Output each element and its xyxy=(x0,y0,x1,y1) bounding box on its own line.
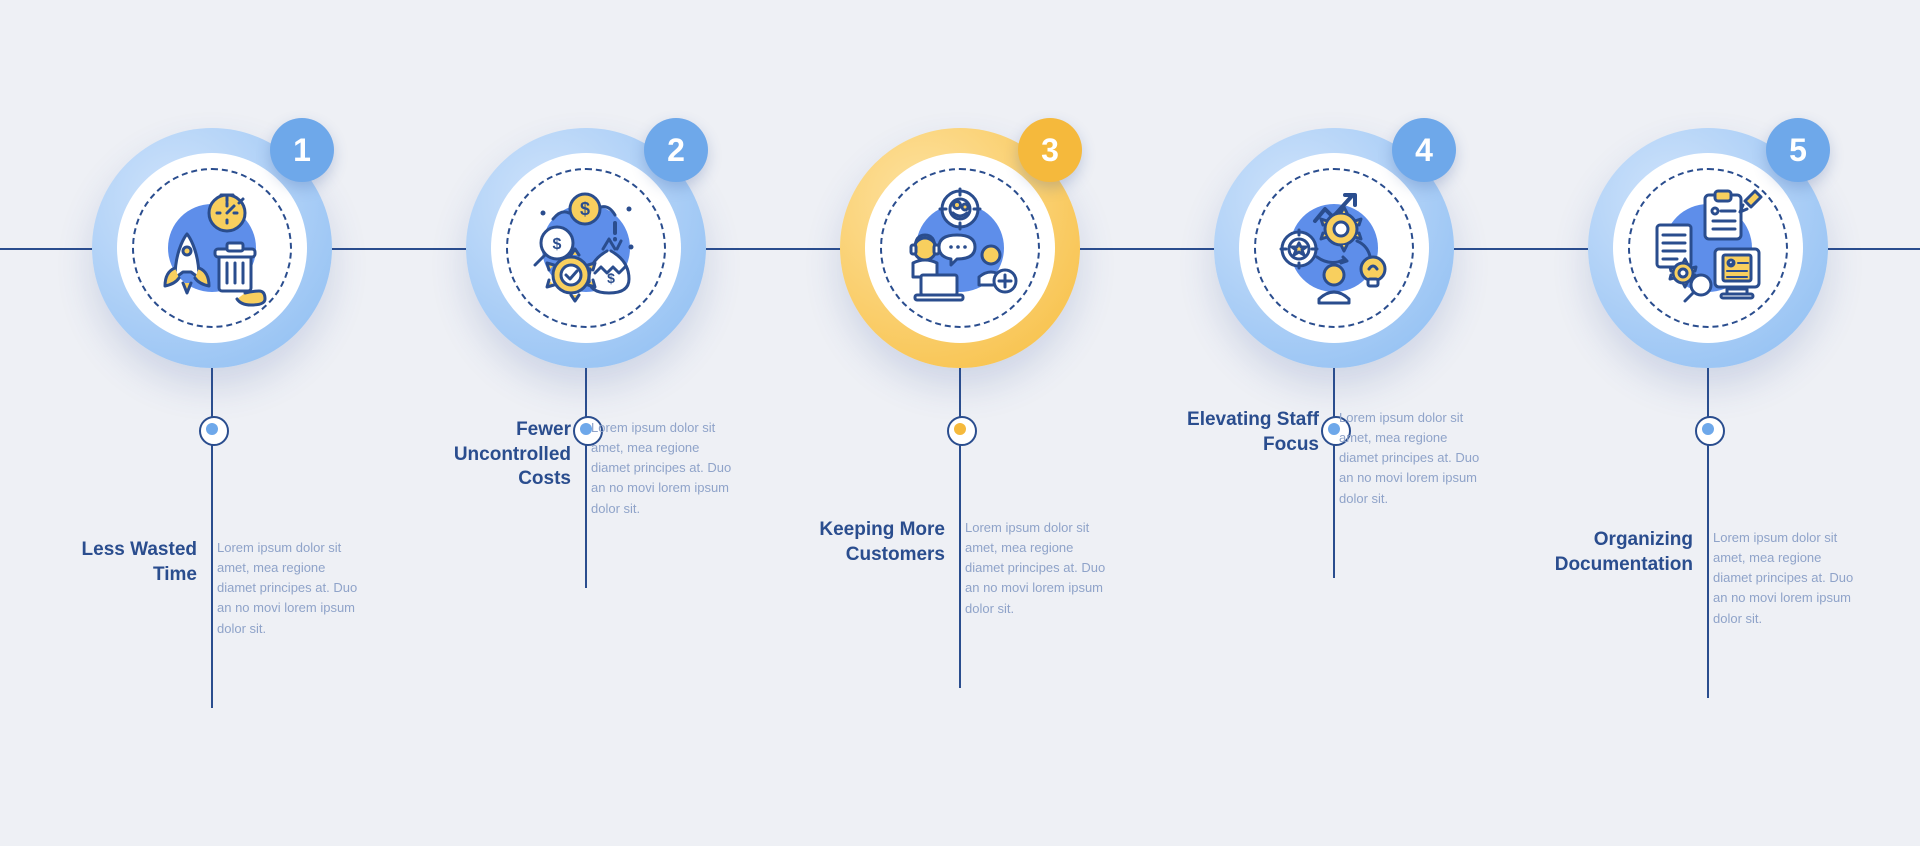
step-circle: 4 xyxy=(1214,128,1454,368)
step-text: Keeping More CustomersLorem ipsum dolor … xyxy=(805,518,1115,619)
step-circle: 3 xyxy=(840,128,1080,368)
step-number-badge: 2 xyxy=(644,118,708,182)
step-5: 5 Organizing DocumentationLorem ipsum dol… xyxy=(1553,128,1863,708)
step-circle-inner xyxy=(117,153,307,343)
connector-dot xyxy=(1702,423,1714,435)
step-title: Keeping More Customers xyxy=(805,518,945,619)
step-circle-inner xyxy=(1613,153,1803,343)
documentation-icon-wrap xyxy=(1643,183,1773,313)
connector-dot xyxy=(954,423,966,435)
step-body: Lorem ipsum dolor sit amet, mea regione … xyxy=(1339,408,1489,509)
step-2: $ $ $ 2 Fewer Uncontrolled CostsLorem ips… xyxy=(431,128,741,708)
step-circle: $ $ $ 2 xyxy=(466,128,706,368)
time-rocket-icon xyxy=(147,183,277,313)
step-1: 1 Less Wasted TimeLorem ipsum dolor sit a… xyxy=(57,128,367,708)
time-rocket-icon-wrap xyxy=(147,183,277,313)
costs-icon: $ $ $ xyxy=(521,183,651,313)
steps-row: 1Less Wasted TimeLorem ipsum dolor sit a… xyxy=(0,128,1920,708)
step-text: Elevating Staff FocusLorem ipsum dolor s… xyxy=(1179,408,1489,509)
step-number-badge: 5 xyxy=(1766,118,1830,182)
connector-dot xyxy=(206,423,218,435)
step-text: Organizing DocumentationLorem ipsum dolo… xyxy=(1553,528,1863,629)
step-3: 3 Keeping More CustomersLorem ipsum dolor… xyxy=(805,128,1115,708)
step-circle-inner: $ $ $ xyxy=(491,153,681,343)
customers-icon xyxy=(895,183,1025,313)
step-title: Fewer Uncontrolled Costs xyxy=(431,418,571,519)
costs-icon-wrap: $ $ $ xyxy=(521,183,651,313)
svg-text:$: $ xyxy=(553,236,562,253)
step-body: Lorem ipsum dolor sit amet, mea regione … xyxy=(965,518,1115,619)
step-number-badge: 4 xyxy=(1392,118,1456,182)
svg-text:$: $ xyxy=(607,270,615,286)
step-title: Less Wasted Time xyxy=(57,538,197,639)
staff-focus-icon xyxy=(1269,183,1399,313)
step-body: Lorem ipsum dolor sit amet, mea regione … xyxy=(591,418,741,519)
step-circle-inner xyxy=(865,153,1055,343)
step-body: Lorem ipsum dolor sit amet, mea regione … xyxy=(217,538,367,639)
staff-focus-icon-wrap xyxy=(1269,183,1399,313)
documentation-icon xyxy=(1643,183,1773,313)
step-title: Elevating Staff Focus xyxy=(1179,408,1319,509)
step-circle: 5 xyxy=(1588,128,1828,368)
svg-text:$: $ xyxy=(580,199,590,219)
step-text: Fewer Uncontrolled CostsLorem ipsum dolo… xyxy=(431,418,741,519)
step-title: Organizing Documentation xyxy=(1553,528,1693,629)
step-body: Lorem ipsum dolor sit amet, mea regione … xyxy=(1713,528,1863,629)
step-number-badge: 1 xyxy=(270,118,334,182)
step-4: 4 Elevating Staff FocusLorem ipsum dolor … xyxy=(1179,128,1489,708)
customers-icon-wrap xyxy=(895,183,1025,313)
step-circle: 1 xyxy=(92,128,332,368)
step-number-badge: 3 xyxy=(1018,118,1082,182)
step-circle-inner xyxy=(1239,153,1429,343)
step-text: Less Wasted TimeLorem ipsum dolor sit am… xyxy=(57,538,367,639)
